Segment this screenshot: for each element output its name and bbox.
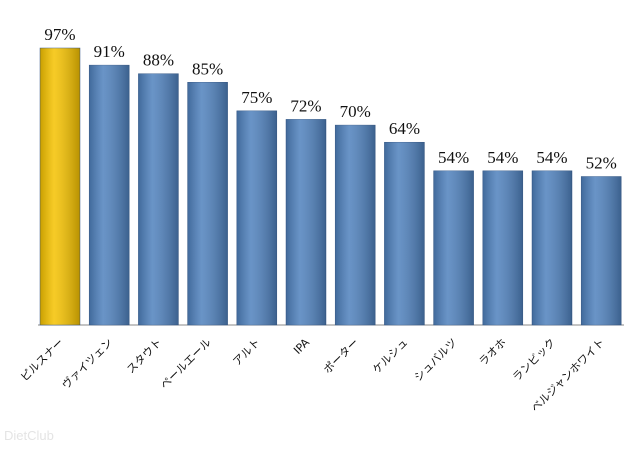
- value-label: 75%: [241, 88, 272, 107]
- x-tick-label: ポーター: [321, 336, 361, 376]
- value-label: 91%: [94, 42, 125, 61]
- watermark: DietClub: [4, 428, 54, 443]
- bar-shade: [335, 125, 376, 326]
- x-tick-label: ヴァイツェン: [59, 335, 116, 392]
- value-label: 52%: [586, 154, 617, 173]
- value-label: 64%: [389, 119, 420, 138]
- bar-shade: [187, 82, 228, 326]
- x-tick-label: ペールエール: [158, 336, 214, 392]
- x-tick-label: ランビック: [510, 336, 558, 384]
- value-label: 70%: [340, 102, 371, 121]
- value-label: 88%: [143, 51, 174, 70]
- value-label: 97%: [44, 25, 75, 44]
- value-label: 85%: [192, 59, 223, 78]
- x-tick-label: ピルスナー: [18, 336, 66, 384]
- bar-shade: [40, 48, 80, 325]
- bar-shade: [384, 142, 425, 325]
- bar-shade: [89, 65, 130, 325]
- x-tick-label: ケルシュ: [370, 336, 410, 376]
- value-label: 72%: [290, 96, 321, 115]
- bar-shade: [433, 170, 474, 325]
- value-label: 54%: [438, 148, 469, 167]
- bar-shade: [138, 73, 179, 325]
- x-tick-label: アルト: [230, 336, 262, 368]
- bar-shade: [581, 176, 622, 325]
- bar-shade: [286, 119, 326, 325]
- bar-shade: [236, 110, 277, 326]
- bar-shade: [482, 170, 523, 325]
- x-tick-label: スタウト: [124, 336, 164, 376]
- value-label: 54%: [536, 148, 567, 167]
- bar-shade: [532, 170, 572, 325]
- x-tick-label: IPA: [291, 336, 312, 357]
- x-tick-label: ラオホ: [476, 336, 509, 369]
- x-tick-label: シュバルツ: [412, 336, 460, 384]
- value-label: 54%: [487, 148, 518, 167]
